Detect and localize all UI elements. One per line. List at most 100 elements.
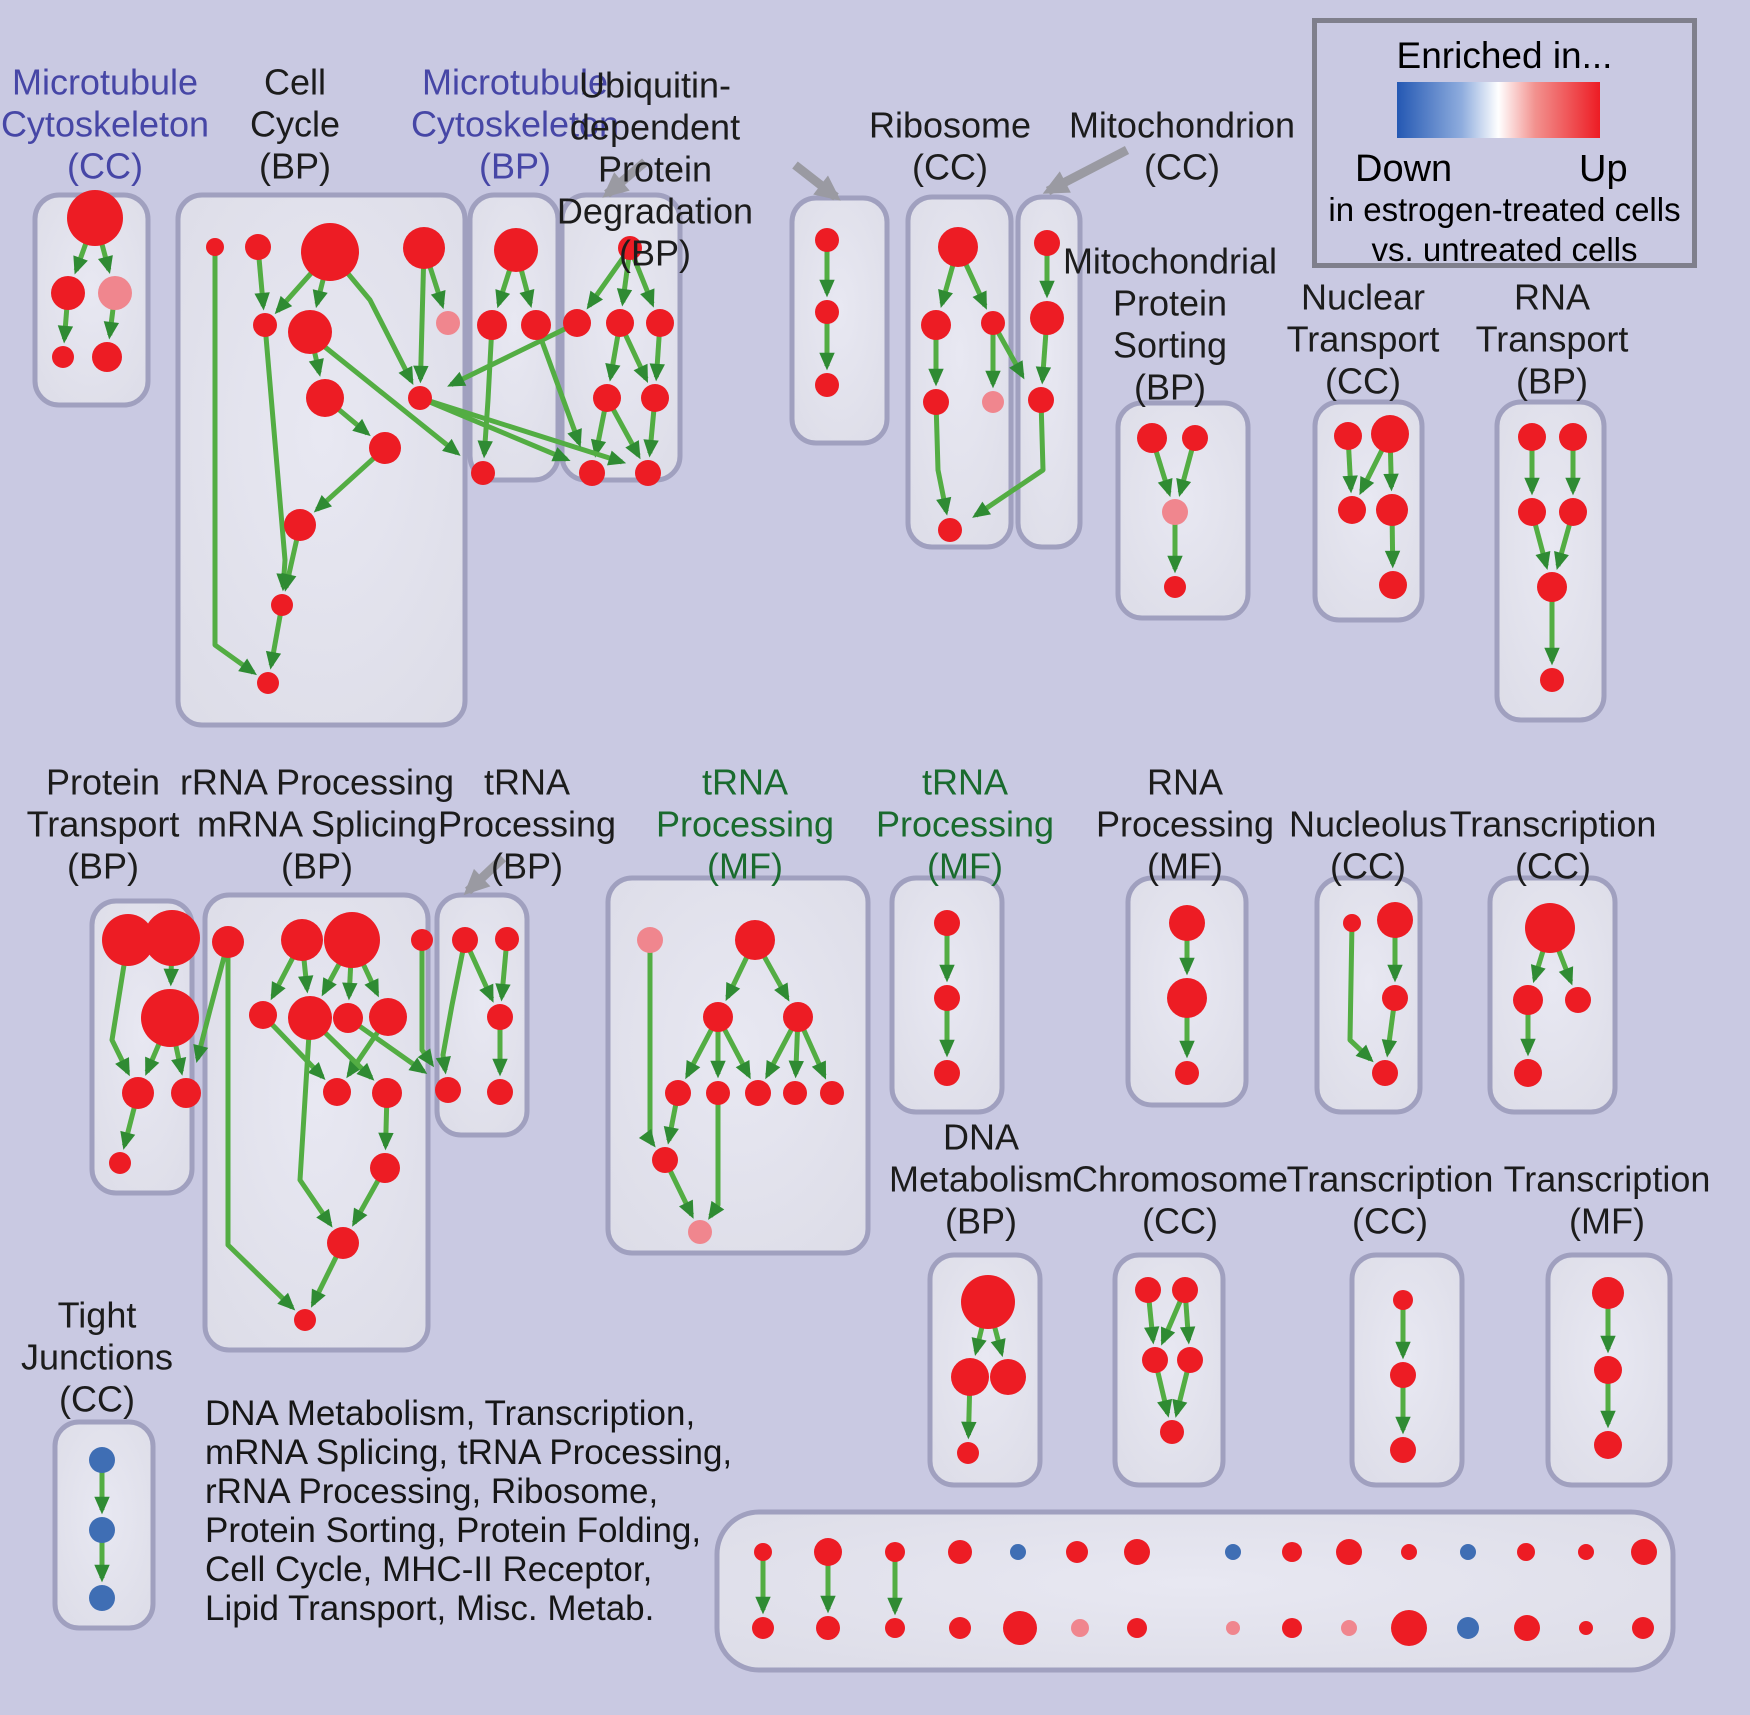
node — [1030, 301, 1064, 335]
node — [752, 1617, 774, 1639]
cluster-label-transcription-mf: Transcription (MF) — [1504, 1159, 1711, 1242]
edge — [933, 401, 952, 516]
node — [1579, 1621, 1593, 1635]
node — [703, 1002, 733, 1032]
node — [1401, 1544, 1417, 1560]
node — [1137, 423, 1167, 453]
cluster-label-microtubule-cytoskeleton-bp: Microtubule Cytoskeleton (BP) — [411, 62, 619, 187]
cluster-label-tight-junctions-cc: Tight Junctions (CC) — [21, 1295, 173, 1420]
cluster-box-ubiquitin-degradation-bp-2 — [789, 195, 890, 446]
node — [1518, 423, 1546, 451]
node — [89, 1585, 115, 1611]
label-pointer-arrow — [463, 854, 507, 896]
node — [981, 311, 1005, 335]
node — [212, 926, 244, 958]
node — [301, 223, 359, 281]
label-pointer-arrow — [792, 161, 841, 201]
cluster-label-microtubule-cytoskeleton-cc: Microtubule Cytoskeleton (CC) — [1, 62, 209, 187]
node — [938, 227, 978, 267]
node — [982, 391, 1004, 413]
label-pointer-arrows — [463, 146, 1130, 896]
node — [1371, 415, 1409, 453]
node — [1160, 1420, 1184, 1444]
edge — [109, 939, 131, 1077]
node — [1460, 1544, 1476, 1560]
node — [1226, 1621, 1240, 1635]
node — [961, 1275, 1015, 1329]
node — [51, 276, 85, 310]
node — [637, 927, 663, 953]
node — [271, 594, 293, 616]
node — [934, 910, 960, 936]
node — [1124, 1539, 1150, 1565]
cluster-box-misc-cluster-strip — [714, 1509, 1676, 1673]
node — [288, 996, 332, 1040]
node — [52, 346, 74, 368]
cluster-box-microtubule-cytoskeleton-bp — [467, 192, 561, 483]
cluster-label-mitochondrion-cc: Mitochondrion (CC) — [1069, 105, 1295, 188]
misc-clusters-annotation: DNA Metabolism, Transcription, mRNA Spli… — [205, 1394, 732, 1628]
node — [102, 914, 154, 966]
legend-subtitle-2: vs. untreated cells — [1371, 231, 1638, 268]
node — [109, 1152, 131, 1174]
node — [1525, 903, 1575, 953]
cluster-label-mitochondrial-protein-sorting-bp: Mitochondrial Protein Sorting (BP) — [1063, 241, 1277, 408]
cluster-label-trna-processing-mf-large: tRNA Processing (MF) — [656, 762, 834, 887]
cluster-box-chromosome-cc — [1112, 1252, 1226, 1488]
node — [1390, 1437, 1416, 1463]
node — [1066, 1541, 1088, 1563]
node — [324, 912, 380, 968]
node — [89, 1447, 115, 1473]
node — [327, 1227, 359, 1259]
node — [1379, 571, 1407, 599]
cluster-label-ubiquitin-degradation-bp-1: Ubiquitin-dependent Protein Degradation (BP… — [557, 65, 753, 274]
node — [688, 1220, 712, 1244]
cluster-label-rrna-processing-mrna-splicing-bp: rRNA Processing mRNA Splicing (BP) — [180, 762, 454, 887]
edge — [212, 247, 257, 676]
cross-cluster-edge — [308, 333, 461, 456]
node — [745, 1080, 771, 1106]
node — [921, 310, 951, 340]
node — [957, 1442, 979, 1464]
node — [1592, 1277, 1624, 1309]
node — [641, 384, 669, 412]
color-legend: Enriched in... Down Up in estrogen-treat… — [1312, 18, 1697, 268]
cross-cluster-edge — [193, 941, 231, 1063]
node — [1390, 1362, 1416, 1388]
node — [665, 1080, 691, 1106]
node — [815, 300, 839, 324]
node — [471, 461, 495, 485]
node — [369, 432, 401, 464]
annotation-line: DNA Metabolism, Transcription, — [205, 1394, 696, 1433]
node — [1142, 1347, 1168, 1373]
node — [1182, 425, 1208, 451]
label-pointer-arrow — [1042, 146, 1130, 195]
node — [487, 1079, 513, 1105]
node — [333, 1003, 363, 1033]
cluster-labels: Microtubule Cytoskeleton (CC) Cell Cycle (BP)… — [1, 62, 1710, 1420]
node — [579, 460, 605, 486]
node — [1175, 1061, 1199, 1085]
edge — [261, 1013, 326, 1081]
node — [606, 309, 634, 337]
node — [646, 309, 674, 337]
node — [1164, 576, 1186, 598]
edge — [435, 939, 468, 1075]
node — [206, 238, 224, 256]
node — [949, 1617, 971, 1639]
node — [1225, 1544, 1241, 1560]
node — [257, 672, 279, 694]
node — [477, 310, 507, 340]
node — [1594, 1356, 1622, 1384]
node — [934, 1060, 960, 1086]
node — [1518, 498, 1546, 526]
node — [990, 1359, 1026, 1395]
node — [171, 1078, 201, 1108]
node — [934, 985, 960, 1011]
legend-down-label: Down — [1355, 148, 1453, 190]
node — [1517, 1543, 1535, 1561]
node — [1034, 230, 1060, 256]
node — [1565, 987, 1591, 1013]
node — [67, 190, 123, 246]
